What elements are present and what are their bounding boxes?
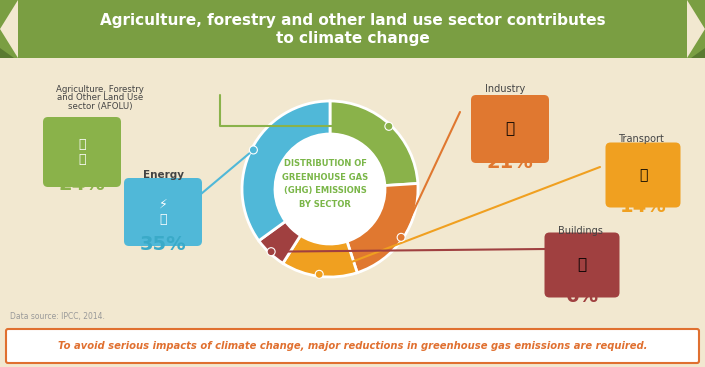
Wedge shape bbox=[330, 101, 418, 186]
Text: 24%: 24% bbox=[59, 174, 105, 193]
Text: to climate change: to climate change bbox=[276, 32, 429, 47]
Text: Energy: Energy bbox=[142, 170, 183, 180]
Text: sector (AFOLU): sector (AFOLU) bbox=[68, 102, 133, 110]
Polygon shape bbox=[0, 48, 14, 58]
Text: 🚛: 🚛 bbox=[639, 168, 647, 182]
Text: and Other Land Use: and Other Land Use bbox=[57, 94, 143, 102]
Polygon shape bbox=[0, 0, 18, 58]
Circle shape bbox=[250, 146, 257, 154]
FancyBboxPatch shape bbox=[544, 233, 620, 298]
Circle shape bbox=[275, 134, 385, 244]
Circle shape bbox=[385, 122, 393, 130]
Circle shape bbox=[267, 248, 275, 256]
Text: Buildings: Buildings bbox=[558, 226, 603, 236]
Text: Transport: Transport bbox=[618, 134, 664, 144]
Text: 35%: 35% bbox=[140, 236, 186, 254]
Text: 🏭: 🏭 bbox=[505, 121, 515, 137]
FancyBboxPatch shape bbox=[6, 329, 699, 363]
Wedge shape bbox=[347, 184, 418, 273]
Circle shape bbox=[315, 270, 323, 278]
Text: Agriculture, Forestry: Agriculture, Forestry bbox=[56, 86, 144, 94]
Polygon shape bbox=[691, 48, 705, 58]
Polygon shape bbox=[687, 0, 705, 58]
Text: 🏢: 🏢 bbox=[577, 258, 587, 273]
Circle shape bbox=[397, 233, 405, 241]
Bar bbox=[0, 0, 705, 58]
FancyBboxPatch shape bbox=[124, 178, 202, 246]
Wedge shape bbox=[242, 101, 330, 241]
Text: 6%: 6% bbox=[565, 287, 599, 306]
Text: To avoid serious impacts of climate change, major reductions in greenhouse gas e: To avoid serious impacts of climate chan… bbox=[58, 341, 647, 351]
FancyBboxPatch shape bbox=[43, 117, 121, 187]
Text: Industry: Industry bbox=[485, 84, 525, 94]
FancyBboxPatch shape bbox=[606, 142, 680, 207]
Text: Data source: IPCC, 2014.: Data source: IPCC, 2014. bbox=[10, 312, 105, 321]
Text: 🐄
🌾: 🐄 🌾 bbox=[78, 138, 86, 166]
Text: 21%: 21% bbox=[486, 153, 534, 171]
Wedge shape bbox=[283, 236, 357, 277]
FancyBboxPatch shape bbox=[471, 95, 549, 163]
Text: 14%: 14% bbox=[620, 197, 666, 217]
Text: ⚡
⛽: ⚡ ⛽ bbox=[159, 198, 167, 226]
Text: Agriculture, forestry and other land use sector contributes: Agriculture, forestry and other land use… bbox=[99, 12, 606, 28]
Wedge shape bbox=[259, 221, 300, 263]
Text: DISTRIBUTION OF
GREENHOUSE GAS
(GHG) EMISSIONS
BY SECTOR: DISTRIBUTION OF GREENHOUSE GAS (GHG) EMI… bbox=[282, 159, 368, 209]
